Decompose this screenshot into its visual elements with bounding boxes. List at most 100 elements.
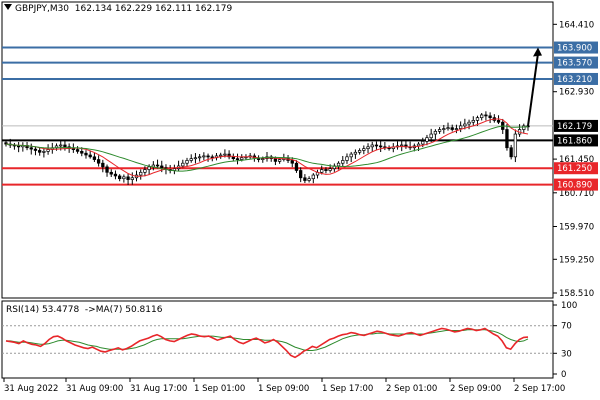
time-tick-label: 31 Aug 2022	[4, 384, 58, 394]
candle-body	[206, 155, 210, 158]
candle-body	[223, 153, 227, 156]
candle-body	[240, 157, 244, 160]
ma-slow-line	[5, 125, 529, 172]
candle-body	[421, 140, 425, 145]
candle-body	[63, 144, 67, 148]
candle-body	[467, 121, 471, 125]
candle-body	[400, 144, 404, 147]
candle-body	[336, 162, 341, 167]
candle-body	[235, 158, 240, 161]
level-tag-label: 161.860	[557, 136, 592, 146]
candle-body	[505, 129, 509, 149]
price-tick-label: 161.450	[559, 155, 594, 165]
time-tick-label: 2 Sep 09:00	[450, 384, 501, 394]
price-tick-label: 158.510	[559, 289, 594, 299]
time-tick-label: 1 Sep 01:00	[194, 384, 245, 394]
candle-body	[450, 127, 454, 130]
candle-body	[480, 114, 484, 119]
candle-body	[261, 158, 265, 161]
level-tag-161.250	[554, 162, 598, 175]
level-tag-161.860	[554, 134, 598, 147]
rsi-tick-label: 100	[561, 301, 577, 311]
candle-body	[139, 171, 143, 176]
candle-body	[379, 145, 383, 148]
candle-body	[277, 159, 282, 162]
projection-arrow-head-icon	[533, 47, 542, 57]
candle-body	[357, 150, 362, 153]
rsi-line	[5, 327, 529, 359]
level-tag-160.890	[554, 178, 598, 191]
rsi-header: RSI(14) 53.4778 ->MA(7) 50.8116	[6, 305, 162, 315]
candle-body	[105, 166, 109, 173]
level-tag-163.210	[554, 72, 598, 85]
candle-body	[101, 162, 105, 168]
level-tag-label: 161.250	[557, 164, 592, 174]
level-tag-label: 163.210	[557, 75, 592, 85]
candle-body	[38, 150, 42, 153]
candle-body	[416, 143, 421, 147]
level-tag-label: 160.890	[557, 181, 592, 191]
candle-body	[320, 169, 324, 173]
candle-body	[353, 151, 358, 155]
candle-body	[189, 158, 193, 161]
main-panel-frame	[1, 1, 554, 299]
candle-body	[193, 157, 198, 160]
candle-body	[290, 160, 294, 164]
price-tick-label: 159.250	[559, 255, 594, 265]
candle-body	[130, 177, 134, 180]
candle-body	[118, 175, 122, 180]
candle-body	[370, 144, 374, 148]
candle-body	[273, 158, 278, 162]
time-tick-label: 2 Sep 01:00	[386, 384, 437, 394]
candle-body	[80, 151, 84, 154]
candle-body	[210, 156, 214, 159]
price-tick-label: 159.970	[559, 223, 594, 233]
candle-body	[299, 170, 303, 179]
candle-body	[442, 128, 446, 130]
rsi-tick-label: 70	[561, 322, 572, 332]
dropdown-triangle-icon[interactable]	[4, 4, 12, 10]
rsi-panel-frame	[1, 300, 554, 379]
ohlc-values: 162.134 162.229 162.111 162.179	[74, 4, 233, 14]
candle-body	[16, 145, 21, 148]
candle-body	[122, 176, 126, 180]
candle-body	[113, 173, 118, 177]
candle-body	[374, 144, 379, 147]
candle-body	[324, 169, 328, 171]
candle-body	[181, 162, 185, 167]
level-tag-163.900	[554, 41, 598, 54]
candle-body	[126, 176, 130, 180]
candle-body	[109, 171, 113, 175]
candle-body	[202, 155, 206, 158]
candle-body	[155, 164, 160, 167]
candle-body	[311, 174, 315, 180]
time-tick-label: 1 Sep 09:00	[258, 384, 309, 394]
candle-body	[197, 156, 202, 159]
candle-body	[84, 152, 88, 156]
rsi-ma-label: ->MA(7) 50.8116	[84, 305, 163, 315]
candle-body	[59, 144, 63, 147]
candle-body	[362, 148, 366, 151]
candle-body	[471, 120, 475, 123]
candle-body	[160, 165, 164, 169]
candle-body	[231, 156, 235, 160]
time-tick-label: 1 Sep 17:00	[322, 384, 373, 394]
symbol-label: GBPJPY,M30	[15, 4, 70, 14]
candle-body	[185, 160, 189, 164]
candle-body	[147, 166, 151, 170]
price-tick-label: 164.410	[559, 20, 594, 30]
candle-body	[4, 142, 8, 145]
rsi-label: RSI(14) 53.4778	[6, 305, 80, 315]
candle-body	[219, 154, 223, 157]
level-tag-label: 163.570	[557, 59, 592, 69]
candle-body	[92, 156, 97, 160]
rsi-tick-label: 30	[561, 349, 572, 359]
candle-body	[513, 133, 518, 158]
candle-body	[294, 162, 299, 171]
time-tick-label: 31 Aug 09:00	[66, 384, 123, 394]
candle-body	[454, 128, 459, 130]
candle-body	[227, 153, 231, 158]
candle-body	[509, 147, 513, 158]
candle-body	[46, 149, 50, 152]
